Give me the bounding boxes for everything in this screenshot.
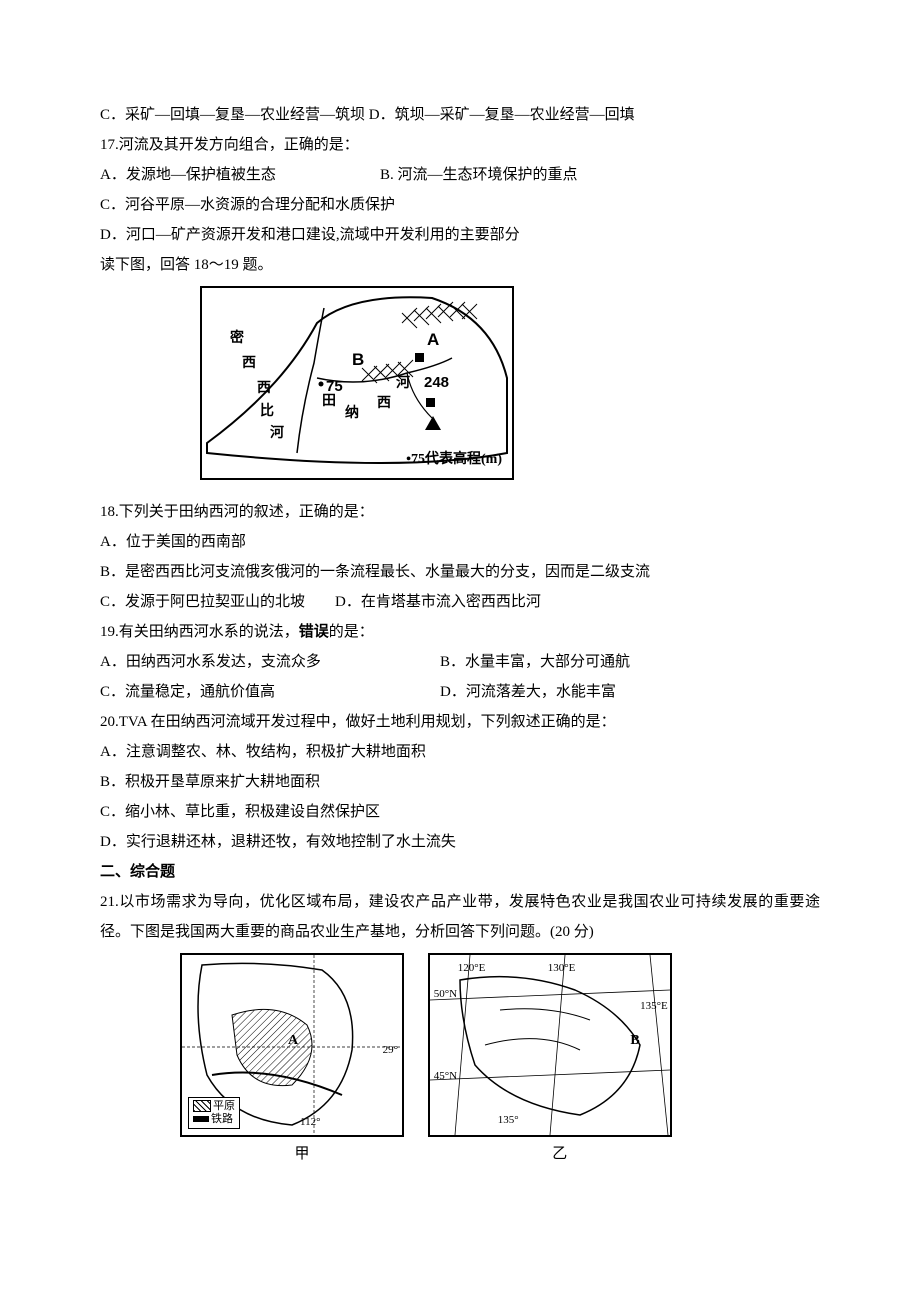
q18-opt-b: B．是密西西比河支流俄亥俄河的一条流程最长、水量最大的分支，因而是二级支流: [100, 557, 820, 587]
q18-stem: 18.下列关于田纳西河的叙述，正确的是：: [100, 497, 820, 527]
tennessee-map-figure: 密 西 西 比 河 田 纳 西 河 B A 75 248 •75代表高程(m): [200, 286, 514, 480]
q20-opt-d: D．实行退耕还林，退耕还牧，有效地控制了水土流失: [100, 827, 820, 857]
q17-stem: 17.河流及其开发方向组合，正确的是：: [100, 130, 820, 160]
map-a-caption: 甲: [180, 1139, 424, 1169]
q19-stem-prefix: 19.有关田纳西河水系的说法，: [100, 624, 299, 640]
q17-opt-b: B. 河流—生态环境保护的重点: [380, 167, 578, 183]
q16-opt-d: D．筑坝—采矿—复垦—农业经营—回填: [369, 107, 635, 123]
fig1-caption: •75代表高程(m): [406, 446, 502, 474]
q19-stem-bold: 错误: [299, 623, 329, 640]
q20-opt-a: A．注意调整农、林、牧结构，积极扩大耕地面积: [100, 737, 820, 767]
map-b-lon1: 120°E: [458, 957, 486, 979]
q18-opt-a: A．位于美国的西南部: [100, 527, 820, 557]
fig1-xi3: 西: [377, 388, 391, 416]
fig1-intro: 读下图，回答 18～19 题。: [100, 250, 820, 280]
fig1-he: 河: [270, 418, 284, 446]
q16-opt-c: C．采矿—回填—复垦—农业经营—筑坝: [100, 107, 365, 123]
q18-opt-c: C．发源于阿巴拉契亚山的北坡: [100, 594, 305, 610]
q21-stem: 21.以市场需求为导向，优化区域布局，建设农产品产业带，发展特色农业是我国农业可…: [100, 887, 820, 947]
map-b-B: B: [630, 1027, 639, 1055]
fig1-xi1: 西: [242, 348, 256, 376]
q19-opt-b: B．水量丰富，大部分可通航: [440, 654, 630, 670]
q20-stem: 20.TVA 在田纳西河流域开发过程中，做好土地利用规划，下列叙述正确的是：: [100, 707, 820, 737]
map-a-legend: 平原 铁路: [188, 1097, 240, 1129]
q17-opt-d: D．河口—矿产资源开发和港口建设,流域中开发利用的主要部分: [100, 220, 820, 250]
q20-opt-c: C．缩小林、草比重，积极建设自然保护区: [100, 797, 820, 827]
map-b-lat1: 50°N: [434, 983, 457, 1005]
q17-opt-c: C．河谷平原—水资源的合理分配和水质保护: [100, 190, 820, 220]
q19-opt-c: C．流量稳定，通航价值高: [100, 677, 440, 707]
q19-opt-d: D．河流落差大，水能丰富: [440, 684, 616, 700]
q19-stem-suffix: 的是：: [329, 624, 374, 640]
section-2-heading: 二、综合题: [100, 857, 820, 887]
fig1-h248: 248: [424, 368, 449, 398]
legend-plain: 平原: [213, 1100, 235, 1112]
fig1-he2: 河: [396, 368, 410, 396]
map-b-lon3: 135°E: [640, 995, 668, 1017]
fig1-mi: 密: [230, 323, 244, 351]
fig1-B: B: [352, 343, 364, 377]
map-a-figure: 29° 112° A 平原 铁路: [180, 953, 404, 1137]
q17-opt-a: A．发源地—保护植被生态: [100, 160, 380, 190]
map-a-lat: 29°: [383, 1039, 398, 1061]
legend-rail: 铁路: [211, 1113, 233, 1125]
fig1-na: 纳: [345, 398, 359, 426]
q18-opt-d: D．在肯塔基市流入密西西比河: [335, 594, 541, 610]
q19-opt-a: A．田纳西河水系发达，支流众多: [100, 647, 440, 677]
map-a-lon: 112°: [300, 1111, 321, 1133]
map-b-lat2: 45°N: [434, 1065, 457, 1087]
q20-opt-b: B．积极开垦草原来扩大耕地面积: [100, 767, 820, 797]
map-b-figure: 120°E 130°E 135°E 50°N 45°N 135° B: [428, 953, 672, 1137]
fig1-h75: 75: [326, 372, 343, 402]
fig1-A: A: [427, 323, 439, 357]
map-b-lon2: 130°E: [548, 957, 576, 979]
map-b-135: 135°: [498, 1109, 519, 1131]
map-b-caption: 乙: [428, 1139, 692, 1169]
map-a-A: A: [288, 1027, 298, 1055]
